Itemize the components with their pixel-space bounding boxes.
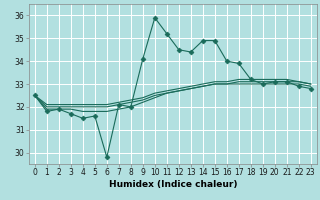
X-axis label: Humidex (Indice chaleur): Humidex (Indice chaleur) [108, 180, 237, 189]
